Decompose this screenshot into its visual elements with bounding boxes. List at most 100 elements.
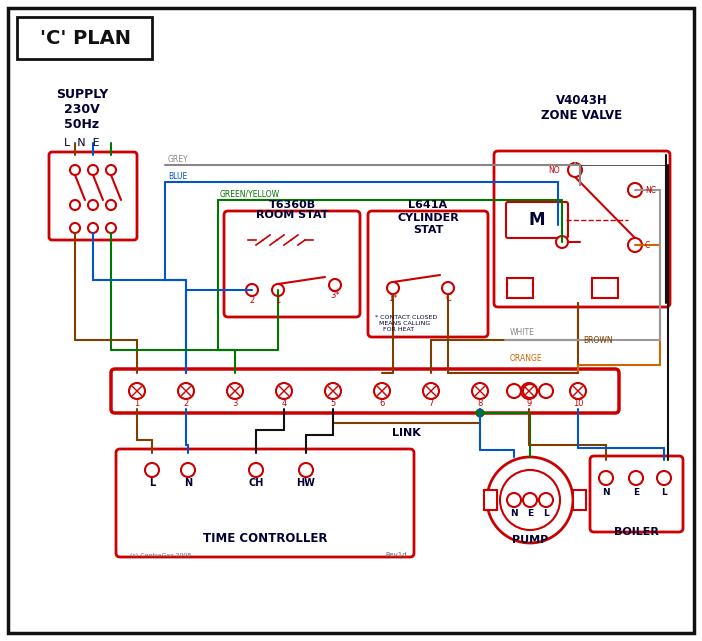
Text: L  N  E: L N E [64,138,100,148]
Circle shape [657,471,671,485]
Circle shape [70,165,80,175]
Text: 2: 2 [249,296,255,304]
Bar [592,278,618,298]
Circle shape [106,165,116,175]
Bar [17,17,152,59]
Circle shape [88,223,98,233]
FancyBboxPatch shape [116,449,414,557]
Text: N: N [184,478,192,488]
Text: HW: HW [296,478,315,488]
FancyBboxPatch shape [224,211,360,317]
Text: BLUE: BLUE [168,172,187,181]
FancyBboxPatch shape [368,211,488,337]
Text: 5: 5 [331,399,336,408]
Text: ROOM STAT: ROOM STAT [256,210,329,220]
Circle shape [628,238,642,252]
Circle shape [246,284,258,296]
Text: 3: 3 [232,399,238,408]
Text: WHITE: WHITE [510,328,535,337]
Text: 8: 8 [477,399,483,408]
Text: * CONTACT CLOSED
  MEANS CALLING
    FOR HEAT: * CONTACT CLOSED MEANS CALLING FOR HEAT [375,315,437,331]
Circle shape [556,236,568,248]
Text: CYLINDER: CYLINDER [397,213,459,223]
Circle shape [628,183,642,197]
Text: STAT: STAT [413,225,443,235]
Text: E: E [527,510,533,519]
Text: SUPPLY: SUPPLY [56,88,108,101]
Circle shape [374,383,390,399]
Circle shape [487,457,573,543]
FancyBboxPatch shape [506,202,568,238]
Circle shape [521,383,537,399]
Text: 6: 6 [379,399,385,408]
Circle shape [276,383,292,399]
Text: 1*: 1* [388,294,398,303]
Text: BROWN: BROWN [583,335,613,344]
Circle shape [507,384,521,398]
Text: Rev1d: Rev1d [385,552,406,558]
Circle shape [568,163,582,177]
Circle shape [106,200,116,210]
Text: LINK: LINK [392,428,420,438]
Text: L641A: L641A [409,200,448,210]
Text: L: L [543,510,549,519]
Circle shape [181,463,195,477]
Circle shape [570,383,586,399]
Text: CH: CH [249,478,264,488]
Text: (c) CentraGaz 2008: (c) CentraGaz 2008 [130,553,191,558]
Circle shape [523,384,537,398]
Text: ORANGE: ORANGE [510,353,543,363]
Circle shape [129,383,145,399]
Text: 10: 10 [573,399,583,408]
Text: TIME CONTROLLER: TIME CONTROLLER [203,531,327,544]
Text: N: N [602,488,610,497]
FancyBboxPatch shape [590,456,683,532]
FancyBboxPatch shape [49,152,137,240]
Text: C: C [445,294,451,303]
Circle shape [299,463,313,477]
Circle shape [387,282,399,294]
Circle shape [539,493,553,507]
Bar [484,490,497,510]
Text: 9: 9 [526,399,531,408]
Circle shape [539,384,553,398]
Text: BOILER: BOILER [614,527,658,537]
Text: 4: 4 [282,399,286,408]
FancyBboxPatch shape [494,151,670,307]
Text: 7: 7 [428,399,434,408]
Circle shape [249,463,263,477]
Text: E: E [633,488,639,497]
Circle shape [88,165,98,175]
Circle shape [106,223,116,233]
Text: C: C [645,240,650,249]
Circle shape [145,463,159,477]
Text: PUMP: PUMP [512,535,548,545]
Text: V4043H: V4043H [556,94,608,106]
Circle shape [477,410,484,417]
Bar [507,278,533,298]
Circle shape [523,493,537,507]
FancyBboxPatch shape [111,369,619,413]
Bar [573,490,586,510]
Text: 1: 1 [275,296,281,304]
Text: 3*: 3* [330,290,340,299]
Circle shape [599,471,613,485]
Circle shape [227,383,243,399]
Circle shape [472,383,488,399]
Circle shape [272,284,284,296]
Text: GREY: GREY [168,154,189,163]
Circle shape [88,200,98,210]
Text: 2: 2 [183,399,189,408]
Text: T6360B: T6360B [268,200,316,210]
Circle shape [70,223,80,233]
Circle shape [442,282,454,294]
Text: N: N [510,510,518,519]
Text: NO: NO [548,165,560,174]
Circle shape [500,470,560,530]
Circle shape [423,383,439,399]
Circle shape [629,471,643,485]
Text: 230V: 230V [64,103,100,115]
Text: 50Hz: 50Hz [65,117,100,131]
Circle shape [70,200,80,210]
Circle shape [178,383,194,399]
